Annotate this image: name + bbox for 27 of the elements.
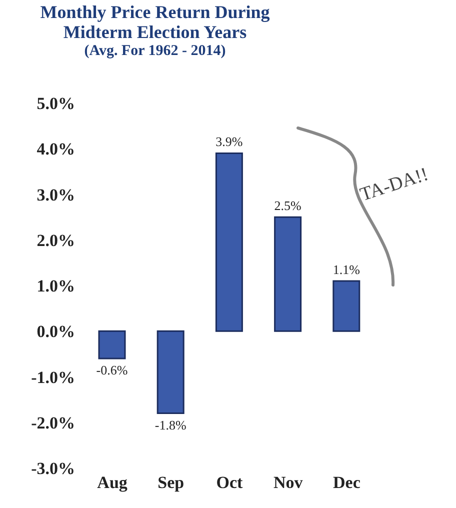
bar (274, 216, 302, 332)
y-tick-label: -3.0% (31, 459, 75, 478)
y-tick-label: -2.0% (31, 413, 75, 432)
y-tick-label: 5.0% (36, 94, 75, 114)
data-label: 2.5% (274, 198, 302, 214)
x-tick-label: Aug (97, 473, 128, 492)
data-label: 3.9% (216, 134, 243, 150)
bar (98, 330, 126, 360)
y-tick-label: 3.0% (36, 185, 75, 204)
x-tick-label: Oct (216, 473, 244, 492)
data-label: -1.8% (154, 417, 186, 432)
y-tick-label: 0.0% (36, 322, 75, 342)
bar (332, 280, 360, 332)
data-label: -0.6% (96, 362, 128, 378)
chart-title: Monthly Price Return During Midterm Election Years (39, 2, 271, 42)
bar (156, 330, 184, 414)
x-tick-label: Dec (333, 473, 361, 492)
data-label: 1.1% (332, 262, 360, 277)
bar (215, 152, 243, 332)
x-tick-label: Sep (158, 473, 184, 492)
y-tick-label: -1.0% (31, 368, 75, 387)
y-tick-label: 1.0% (36, 276, 75, 296)
annotation: TA-DA!! (358, 164, 431, 206)
chart-subtitle: (Avg. For 1962 - 2014) (83, 42, 227, 60)
x-tick-label: Nov (273, 473, 304, 492)
y-tick-label: 2.0% (36, 230, 75, 250)
y-tick-label: 4.0% (36, 140, 75, 159)
